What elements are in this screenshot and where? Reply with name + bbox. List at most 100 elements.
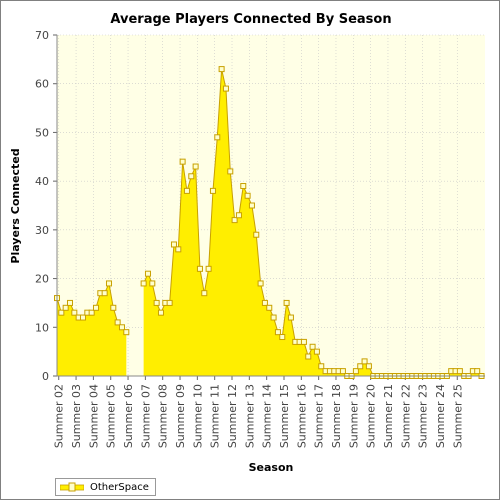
- x-tick-label: Summer 15: [278, 384, 291, 448]
- y-tick-label: 20: [35, 273, 49, 286]
- data-point: [274, 329, 281, 336]
- data-point: [114, 319, 121, 326]
- x-tick-label: Summer 02: [53, 384, 66, 448]
- data-point: [244, 192, 251, 199]
- y-tick-label: 60: [35, 78, 49, 91]
- data-point: [153, 299, 160, 306]
- series-area: [57, 283, 127, 376]
- data-point: [179, 158, 186, 165]
- x-tick-label: Summer 09: [174, 384, 187, 448]
- data-point: [62, 304, 69, 311]
- y-tick-label: 40: [35, 175, 49, 188]
- data-point: [196, 265, 203, 272]
- x-tick-label: Summer 25: [451, 384, 464, 448]
- data-point: [474, 368, 481, 375]
- x-tick-label: Summer 08: [157, 384, 170, 448]
- x-tick-label: Summer 23: [417, 384, 430, 448]
- data-point: [365, 363, 372, 370]
- legend: OtherSpace: [55, 478, 156, 496]
- data-point: [352, 368, 359, 375]
- data-point: [175, 246, 182, 253]
- data-point: [456, 368, 463, 375]
- data-point: [309, 343, 316, 350]
- x-tick-label: Summer 05: [105, 384, 118, 448]
- x-tick-label: Summer 13: [243, 384, 256, 448]
- data-point: [183, 187, 190, 194]
- data-point: [266, 304, 273, 311]
- data-point: [88, 309, 95, 316]
- data-point: [222, 85, 229, 92]
- x-tick-label: Summer 04: [87, 384, 100, 448]
- data-point: [123, 329, 130, 336]
- data-point: [92, 304, 99, 311]
- data-point: [118, 324, 125, 331]
- data-point: [201, 290, 208, 297]
- data-point: [270, 314, 277, 321]
- data-point: [313, 348, 320, 355]
- data-point: [214, 134, 221, 141]
- data-point: [192, 163, 199, 170]
- data-point: [279, 334, 286, 341]
- data-point: [79, 314, 86, 321]
- data-point: [166, 299, 173, 306]
- x-tick-label: Summer 16: [295, 384, 308, 448]
- data-point: [205, 265, 212, 272]
- data-point: [240, 183, 247, 190]
- x-tick-label: Summer 11: [209, 384, 222, 448]
- x-tick-label: Summer 19: [347, 384, 360, 448]
- data-point: [101, 290, 108, 297]
- data-point: [58, 309, 65, 316]
- legend-swatch-icon: [59, 482, 85, 492]
- data-point: [318, 363, 325, 370]
- data-point: [209, 187, 216, 194]
- series-area: [143, 69, 482, 376]
- data-point: [188, 173, 195, 180]
- data-point: [144, 270, 151, 277]
- data-point: [257, 280, 264, 287]
- y-tick-label: 50: [35, 126, 49, 139]
- x-tick-label: Summer 12: [226, 384, 239, 448]
- data-point: [105, 280, 112, 287]
- data-point: [140, 280, 147, 287]
- x-tick-label: Summer 03: [70, 384, 83, 448]
- data-point: [253, 231, 260, 238]
- data-point: [283, 299, 290, 306]
- data-point: [149, 280, 156, 287]
- x-tick-label: Summer 17: [313, 384, 326, 448]
- legend-label: OtherSpace: [90, 481, 149, 493]
- data-point: [305, 353, 312, 360]
- x-tick-label: Summer 07: [139, 384, 152, 448]
- x-tick-label: Summer 06: [122, 384, 135, 448]
- data-point: [287, 314, 294, 321]
- data-point: [71, 309, 78, 316]
- data-point: [157, 309, 164, 316]
- x-tick-label: Summer 20: [365, 384, 378, 448]
- x-tick-label: Summer 21: [382, 384, 395, 448]
- y-tick-label: 70: [35, 29, 49, 42]
- x-tick-label: Summer 10: [191, 384, 204, 448]
- y-axis-label: Players Connected: [9, 148, 22, 263]
- x-tick-label: Summer 22: [399, 384, 412, 448]
- data-point: [170, 241, 177, 248]
- data-point: [300, 338, 307, 345]
- data-point: [261, 299, 268, 306]
- x-axis-label: Season: [249, 461, 294, 474]
- data-point: [248, 202, 255, 209]
- data-point: [357, 363, 364, 370]
- data-point: [339, 368, 346, 375]
- data-point: [66, 299, 73, 306]
- y-tick-label: 10: [35, 321, 49, 334]
- x-tick-label: Summer 18: [330, 384, 343, 448]
- y-tick-label: 0: [42, 370, 49, 383]
- data-point: [227, 168, 234, 175]
- data-point: [110, 304, 117, 311]
- data-point: [218, 66, 225, 73]
- x-tick-label: Summer 24: [434, 384, 447, 448]
- data-point: [361, 358, 368, 365]
- data-point: [235, 212, 242, 219]
- y-tick-label: 30: [35, 224, 49, 237]
- data-point: [231, 217, 238, 224]
- chart-title: Average Players Connected By Season: [110, 12, 391, 27]
